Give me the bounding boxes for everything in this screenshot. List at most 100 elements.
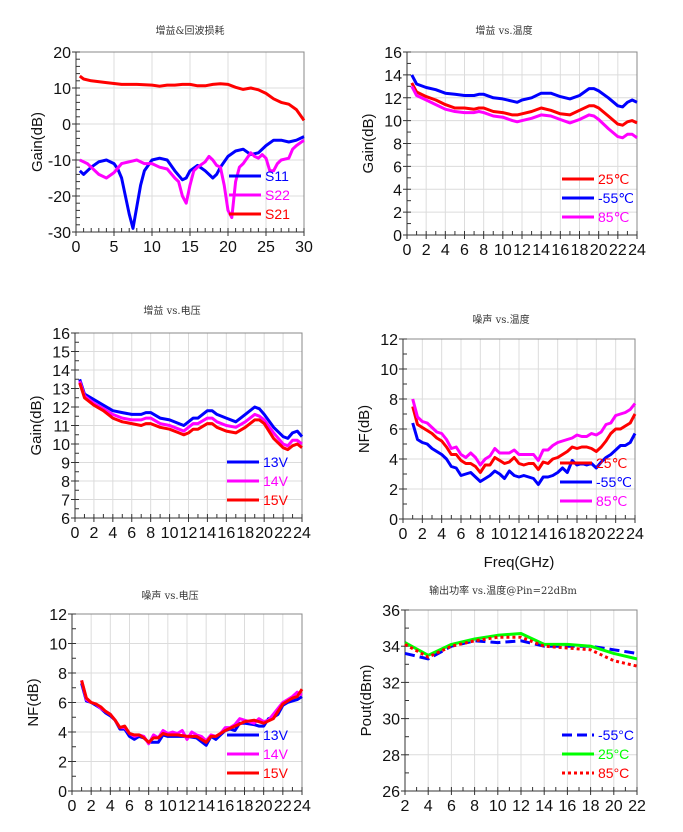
- chart-title: 输出功率 vs.温度@Pin=22dBm: [429, 586, 577, 597]
- legend-label: 13V: [263, 454, 289, 470]
- minor-ticks: [404, 609, 638, 792]
- x-tick-label: 24: [626, 526, 644, 543]
- chart-noise-vs-voltage: 噪声 vs.电压 0 2 4 6 8 10 12 14 16 18 20 22 24 0 2 4 6 8 10 12 N…: [0, 570, 341, 832]
- x-tick-label: 0: [71, 525, 80, 542]
- series-line--55℃: [411, 422, 637, 486]
- legend: 25℃ -55℃ 85℃: [560, 455, 632, 509]
- y-tick-label: 8: [58, 666, 67, 683]
- x-tick-label: 0: [399, 526, 408, 543]
- y-tick-label: 6: [389, 422, 398, 439]
- y-tick-label: 2: [389, 482, 398, 499]
- grid: [406, 51, 638, 236]
- legend-label: -55℃: [598, 190, 634, 206]
- x-tick-label: 5: [110, 239, 119, 256]
- y-tick-label: 32: [382, 675, 400, 692]
- x-tick-label: 4: [437, 526, 446, 543]
- x-tick-label: 16: [217, 525, 235, 542]
- legend-label: 25°C: [598, 746, 629, 762]
- legend-label: 14V: [263, 473, 289, 489]
- x-tick-label: 0: [72, 239, 81, 256]
- y-tick-label: 12: [384, 91, 402, 108]
- x-tick-label: 20: [587, 526, 605, 543]
- x-tick-label: 18: [236, 798, 254, 815]
- grid: [402, 338, 636, 520]
- x-tick-label: 16: [551, 242, 569, 259]
- x-tick-label: 4: [424, 798, 433, 815]
- y-tick-label: 0: [62, 117, 71, 134]
- x-tick-label: 20: [590, 242, 608, 259]
- x-tick-label: 12: [180, 525, 198, 542]
- legend-label: 14V: [263, 746, 289, 762]
- y-axis-label: NF(dB): [25, 678, 42, 726]
- x-tick-label: 10: [161, 525, 179, 542]
- legend: 13V 14V 15V: [227, 454, 289, 508]
- series-line-15V: [80, 680, 304, 744]
- x-tick-label: 12: [513, 242, 531, 259]
- y-tick-label: -10: [48, 153, 71, 170]
- series-line-S21: [78, 74, 306, 122]
- legend: 13V 14V 15V: [227, 727, 289, 781]
- plot-svg: 2 4 6 8 10 12 14 16 18 20 22 26 28 30 32 34 36 Pout(dBm) -…: [358, 603, 646, 815]
- x-tick-label: 14: [529, 526, 547, 543]
- y-tick-label: 15: [52, 345, 70, 362]
- plot-svg: 0 5 10 15 20 25 30 -30 -20 -10 0 10 20 Gain(dB) S11 S22…: [29, 45, 313, 256]
- minor-ticks: [402, 338, 636, 520]
- series-line-S11: [78, 135, 305, 230]
- x-tick-label: 30: [295, 239, 313, 256]
- x-tick-label: 2: [89, 525, 98, 542]
- chart-gain-return-loss: 增益&回波损耗 0 5 10 15 20 25 30 -30 -20 -10 0 10 20 Gain(d…: [0, 0, 341, 280]
- y-tick-label: 10: [52, 437, 70, 454]
- minor-ticks: [75, 51, 305, 233]
- y-tick-label: 13: [52, 382, 70, 399]
- x-tick-label: 24: [293, 798, 311, 815]
- legend: -55°C 25°C 85°C: [562, 727, 634, 781]
- legend-label: S22: [265, 187, 290, 203]
- x-tick-label: 12: [512, 798, 530, 815]
- x-tick-label: 4: [441, 242, 450, 259]
- y-tick-label: 8: [393, 137, 402, 154]
- chart-output-power-vs-temperature: 输出功率 vs.温度@Pin=22dBm 2 4 6 8 10 12 14 16 18 20 22 2…: [341, 570, 683, 832]
- y-tick-label: 0: [393, 228, 402, 245]
- x-tick-label: 2: [422, 242, 431, 259]
- x-tick-label: 0: [68, 798, 77, 815]
- y-axis-label: Gain(dB): [360, 113, 377, 173]
- x-tick-label: 24: [293, 525, 311, 542]
- x-tick-label: 14: [197, 798, 215, 815]
- chart-title: 噪声 vs.电压: [141, 591, 199, 602]
- x-tick-label: 8: [144, 798, 153, 815]
- legend-label: 85℃: [596, 493, 627, 509]
- legend: 25℃ -55℃ 85℃: [562, 171, 634, 225]
- chart-title: 增益&回波损耗: [155, 26, 225, 37]
- x-axis-label: Freq(GHz): [484, 554, 555, 571]
- y-tick-label: 30: [382, 712, 400, 729]
- x-tick-label: 18: [236, 525, 254, 542]
- chart-title: 增益 vs.温度: [475, 26, 533, 37]
- series-line-S22: [79, 138, 305, 220]
- x-tick-label: 16: [559, 798, 577, 815]
- y-tick-label: 11: [53, 419, 70, 436]
- x-tick-label: 2: [87, 798, 96, 815]
- x-tick-label: 10: [143, 239, 161, 256]
- legend-label: S21: [265, 206, 290, 222]
- x-tick-label: 8: [470, 798, 479, 815]
- series-line-85°C: [404, 635, 638, 668]
- x-tick-label: 10: [159, 798, 177, 815]
- x-tick-label: 6: [125, 798, 134, 815]
- series-line-25℃: [410, 82, 638, 127]
- chart-gain-vs-temperature: 增益 vs.温度 0 2 4 6 8 10 12 14 16 18 20 22 24 0 2 4 6 8 10 12 1…: [341, 0, 683, 280]
- legend-label: 85℃: [598, 209, 629, 225]
- y-axis-label: Gain(dB): [29, 112, 46, 172]
- y-tick-label: 6: [61, 511, 70, 528]
- y-tick-label: 20: [53, 45, 71, 62]
- x-tick-label: 6: [457, 526, 466, 543]
- y-tick-label: 26: [382, 784, 400, 801]
- plot-svg: 0 2 4 6 8 10 12 14 16 18 20 22 24024681012NF(dB)13V1…: [25, 607, 311, 815]
- y-tick-label: 10: [49, 637, 67, 654]
- y-tick-label: 14: [52, 363, 70, 380]
- x-tick-label: 14: [532, 242, 550, 259]
- x-tick-label: 12: [510, 526, 528, 543]
- legend-label: S11: [265, 168, 289, 184]
- x-tick-label: 18: [582, 798, 600, 815]
- y-axis-label: Pout(dBm): [358, 665, 375, 737]
- legend-label: -55°C: [598, 727, 634, 743]
